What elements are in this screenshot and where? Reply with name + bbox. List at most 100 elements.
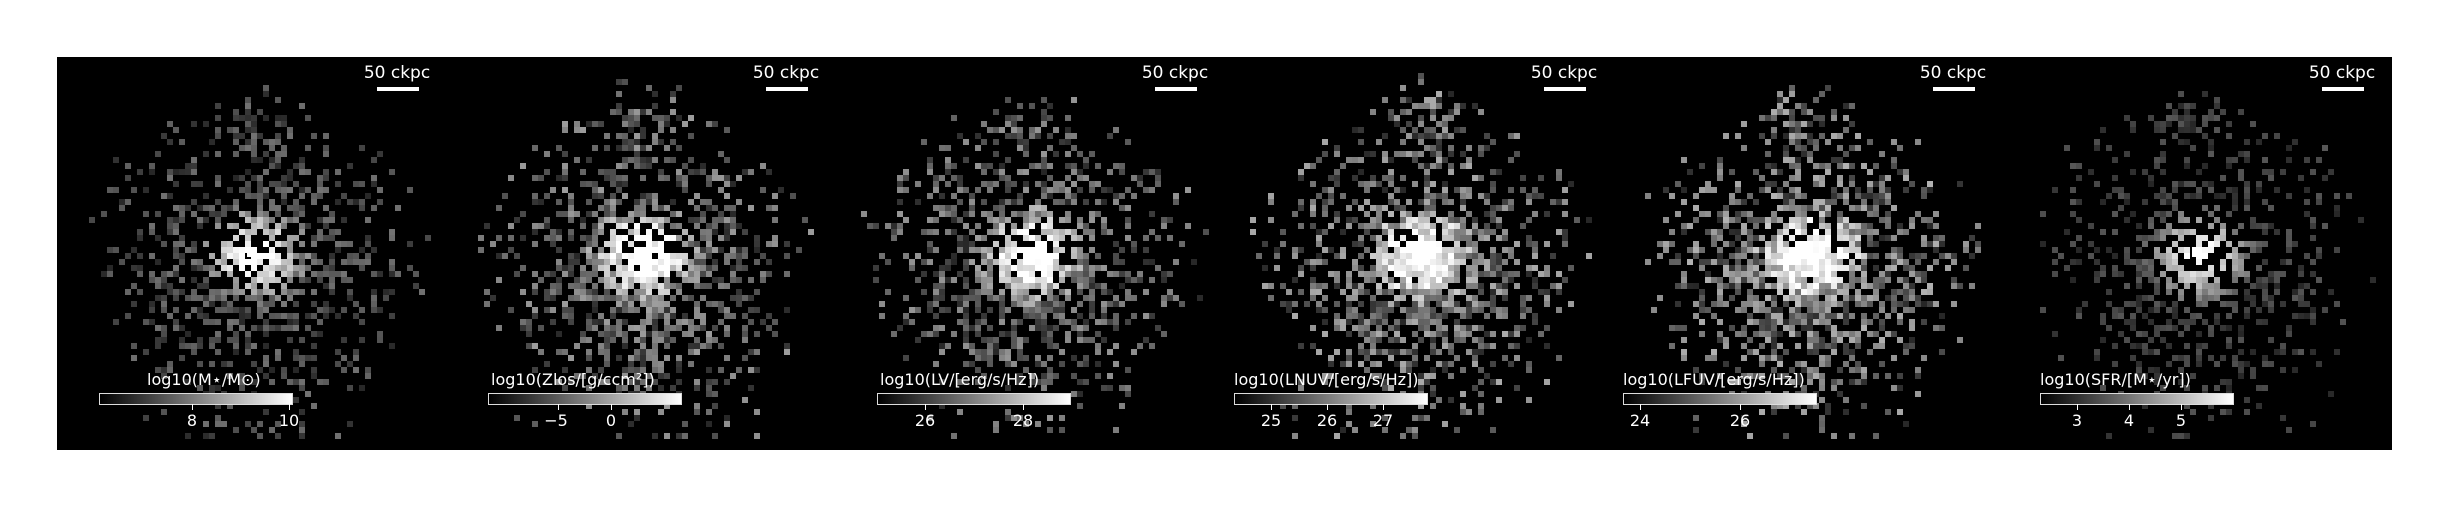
pixel: [1771, 295, 1777, 301]
pixel: [1095, 283, 1101, 289]
pixel: [1394, 223, 1400, 229]
pixel: [586, 157, 592, 163]
pixel: [1101, 313, 1107, 319]
pixel: [2076, 247, 2082, 253]
pixel: [167, 289, 173, 295]
pixel: [1430, 181, 1436, 187]
pixel: [2268, 301, 2274, 307]
pixel: [275, 355, 281, 361]
pixel: [1544, 211, 1550, 217]
pixel: [1089, 301, 1095, 307]
pixel: [1849, 181, 1855, 187]
pixel: [1825, 343, 1831, 349]
pixel: [215, 307, 221, 313]
pixel: [556, 265, 562, 271]
pixel: [664, 301, 670, 307]
pixel: [646, 331, 652, 337]
pixel: [1562, 199, 1568, 205]
pixel: [676, 289, 682, 295]
pixel: [1454, 223, 1460, 229]
pixel: [1837, 301, 1843, 307]
pixel: [1035, 133, 1041, 139]
pixel: [1813, 205, 1819, 211]
pixel: [2094, 277, 2100, 283]
pixel: [1394, 319, 1400, 325]
pixel: [1077, 259, 1083, 265]
pixel: [1879, 301, 1885, 307]
pixel: [1801, 361, 1807, 367]
pixel: [915, 337, 921, 343]
pixel: [1376, 331, 1382, 337]
pixel: [1777, 355, 1783, 361]
pixel: [1101, 217, 1107, 223]
pixel: [239, 229, 245, 235]
pixel: [1125, 139, 1131, 145]
pixel: [1472, 349, 1478, 355]
pixel: [1023, 421, 1029, 427]
pixel: [1388, 349, 1394, 355]
pixel: [1903, 259, 1909, 265]
pixel: [1370, 217, 1376, 223]
pixel: [640, 157, 646, 163]
pixel: [1873, 211, 1879, 217]
pixel: [2220, 355, 2226, 361]
pixel: [1903, 289, 1909, 295]
pixel: [233, 223, 239, 229]
pixel: [1795, 373, 1801, 379]
pixel: [616, 109, 622, 115]
pixel: [1011, 241, 1017, 247]
pixel: [622, 271, 628, 277]
pixel: [1460, 187, 1466, 193]
pixel: [1771, 343, 1777, 349]
pixel: [1508, 361, 1514, 367]
pixel: [323, 313, 329, 319]
pixel: [556, 349, 562, 355]
pixel: [616, 79, 622, 85]
pixel: [592, 193, 598, 199]
pixel: [1143, 337, 1149, 343]
pixel: [1370, 361, 1376, 367]
pixel: [2148, 175, 2154, 181]
pixel: [245, 181, 251, 187]
pixel: [891, 229, 897, 235]
pixel: [1352, 241, 1358, 247]
pixel: [1137, 271, 1143, 277]
pixel: [1963, 265, 1969, 271]
pixel: [652, 355, 658, 361]
pixel: [281, 121, 287, 127]
pixel: [694, 313, 700, 319]
pixel: [2226, 253, 2232, 259]
pixel: [2346, 193, 2352, 199]
pixel: [712, 277, 718, 283]
pixel: [329, 289, 335, 295]
pixel: [1047, 373, 1053, 379]
pixel: [1813, 283, 1819, 289]
pixel: [167, 121, 173, 127]
pixel: [802, 217, 808, 223]
pixel: [281, 259, 287, 265]
pixel: [580, 169, 586, 175]
pixel: [957, 187, 963, 193]
colorbar-tick: [1740, 404, 1741, 410]
pixel: [2088, 169, 2094, 175]
pixel: [1741, 421, 1747, 427]
pixel: [155, 337, 161, 343]
pixel: [580, 217, 586, 223]
pixel: [700, 217, 706, 223]
pixel: [652, 343, 658, 349]
pixel-map: [89, 85, 431, 439]
pixel: [1334, 181, 1340, 187]
pixel: [2166, 265, 2172, 271]
pixel: [257, 133, 263, 139]
pixel: [1544, 379, 1550, 385]
pixel: [299, 205, 305, 211]
pixel: [580, 289, 586, 295]
pixel: [1705, 229, 1711, 235]
pixel: [1741, 265, 1747, 271]
pixel: [1071, 235, 1077, 241]
pixel: [359, 145, 365, 151]
pixel: [2208, 241, 2214, 247]
pixel: [712, 223, 718, 229]
pixel: [1843, 223, 1849, 229]
pixel: [281, 283, 287, 289]
